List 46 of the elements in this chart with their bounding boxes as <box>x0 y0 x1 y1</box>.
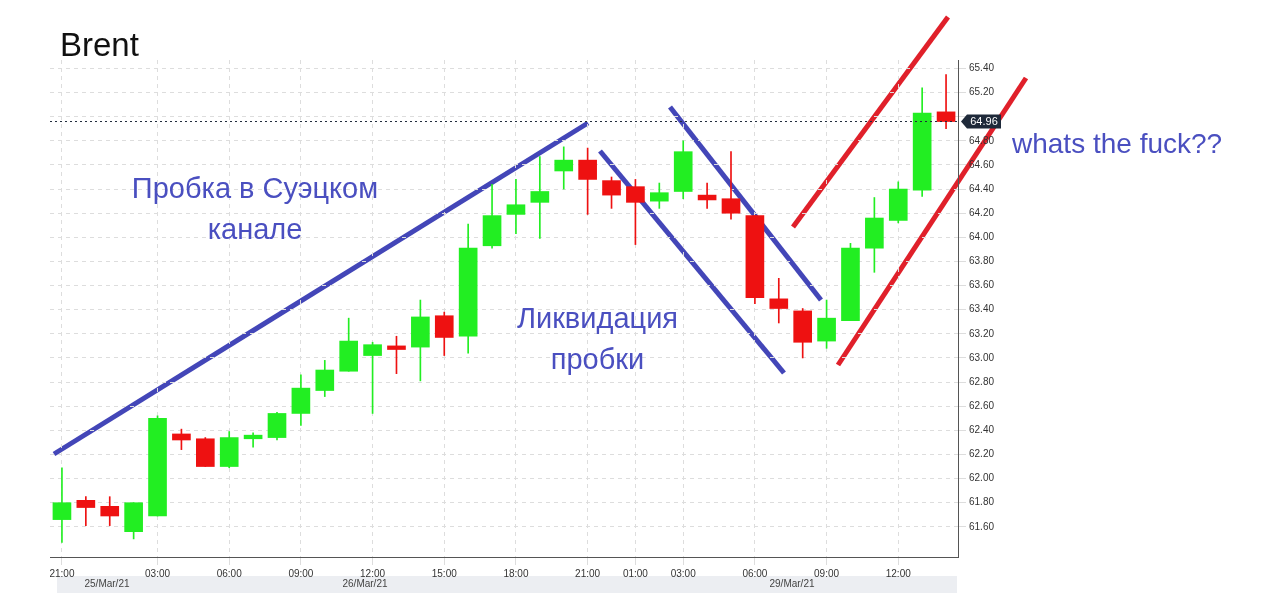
y-tick-label: 62.80 <box>969 375 995 387</box>
x-tick-label: 03:00 <box>670 567 697 579</box>
x-tick-label: 12:00 <box>360 567 386 579</box>
text: 25/Mar/21 <box>83 577 131 591</box>
candlestick <box>721 151 741 220</box>
y-tick-label: 64.20 <box>969 206 995 218</box>
y-tick-label: 63.20 <box>969 327 995 339</box>
y-tick-label: 65.40 <box>969 62 995 74</box>
y-tick-label: 61.80 <box>969 496 995 508</box>
ref-line-label: 64.96 <box>970 114 998 127</box>
x-tick-label: 09:00 <box>814 567 840 579</box>
y-tick-label: 64.00 <box>969 231 995 243</box>
annotation: Пробка в Суэцком канале <box>130 171 380 247</box>
x-tick-label: 21:00 <box>49 567 75 579</box>
x-tick-label: 21:00 <box>575 567 601 579</box>
candlestick <box>76 496 96 526</box>
x-tick-label: 09:00 <box>288 567 314 579</box>
annotation: Ликвидация пробки <box>515 301 680 377</box>
y-tick-label: 63.80 <box>969 255 995 267</box>
candlestick <box>506 179 526 235</box>
y-tick-label: 65.20 <box>969 86 995 98</box>
candlestick <box>769 278 789 324</box>
candlestick <box>243 432 263 448</box>
chart-title: Brent <box>60 26 139 64</box>
candlestick <box>936 74 956 130</box>
y-tick-label: 62.60 <box>969 399 995 411</box>
y-tick-label: 63.00 <box>969 351 995 363</box>
text: 29/Mar/21 <box>768 577 816 591</box>
x-tick-label: 03:00 <box>145 567 171 579</box>
x-tick-label: 06:00 <box>742 567 768 579</box>
y-tick-label: 61.60 <box>969 520 995 532</box>
y-tick-label: 64.40 <box>969 182 995 194</box>
candlestick <box>52 467 72 543</box>
y-tick-label: 62.40 <box>969 424 995 436</box>
y-tick-label: 62.00 <box>969 472 995 484</box>
x-tick-label: 12:00 <box>885 567 912 579</box>
x-tick-label: 18:00 <box>503 567 529 579</box>
text: 26/Mar/21 <box>341 577 389 591</box>
y-tick-label: 62.20 <box>969 448 995 460</box>
x-tick-label: 15:00 <box>431 567 458 579</box>
y-tick-label: 63.60 <box>969 279 995 291</box>
x-tick-label: 06:00 <box>216 567 243 579</box>
x-tick-label: 01:00 <box>622 567 649 579</box>
y-tick-label: 63.40 <box>969 303 995 315</box>
text: whats the fuck?? <box>1012 127 1224 161</box>
candlestick <box>530 156 550 239</box>
